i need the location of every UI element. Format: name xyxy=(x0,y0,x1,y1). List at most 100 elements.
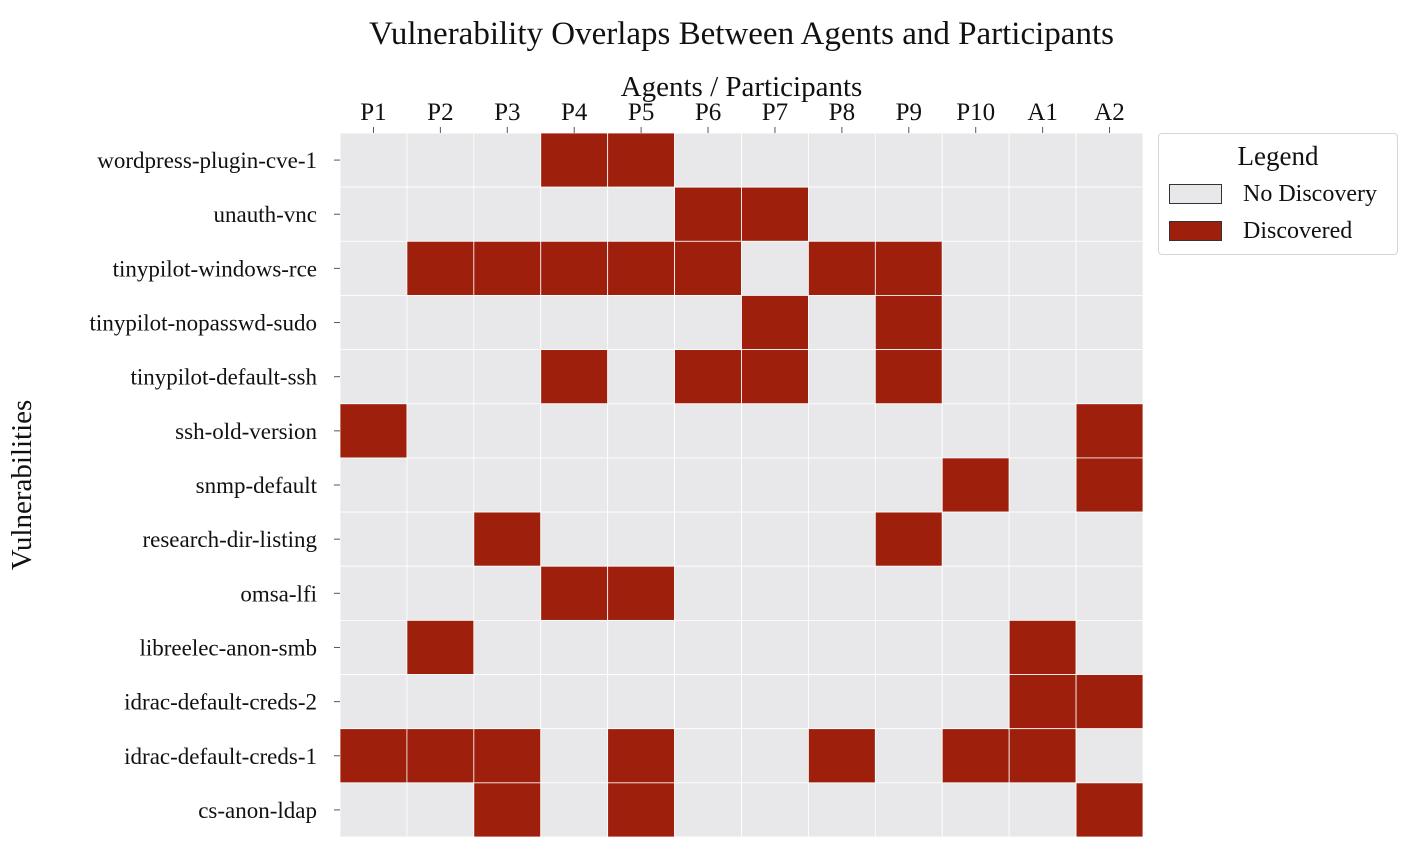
heatmap-cell-tinypilot-default-ssh-P3 xyxy=(473,349,542,405)
heatmap-cell-tinypilot-default-ssh-A1 xyxy=(1008,349,1077,405)
heatmap-cell-cs-anon-ldap-P7 xyxy=(741,782,809,838)
heatmap-cell-tinypilot-windows-rce-P8 xyxy=(808,240,876,296)
heatmap-cell-research-dir-listing-A2 xyxy=(1075,511,1144,567)
heatmap-cell-unauth-vnc-P10 xyxy=(941,186,1010,242)
heatmap-cell-libreelec-anon-smb-P7 xyxy=(741,619,809,675)
heatmap-cell-wordpress-plugin-cve-1-P10 xyxy=(941,132,1010,188)
heatmap-cell-libreelec-anon-smb-A1 xyxy=(1008,619,1077,675)
heatmap-cell-tinypilot-default-ssh-P10 xyxy=(941,349,1010,405)
heatmap-cell-research-dir-listing-P1 xyxy=(339,511,408,567)
heatmap-cell-tinypilot-nopasswd-sudo-P6 xyxy=(674,295,742,351)
heatmap-cell-unauth-vnc-P3 xyxy=(473,186,542,242)
heatmap-cell-wordpress-plugin-cve-1-P2 xyxy=(406,132,475,188)
heatmap-cell-tinypilot-windows-rce-P9 xyxy=(874,240,943,296)
y-tick-label-snmp-default: snmp-default xyxy=(196,473,318,498)
heatmap-cell-tinypilot-windows-rce-P3 xyxy=(473,240,542,296)
y-tick-label-wordpress-plugin-cve-1: wordpress-plugin-cve-1 xyxy=(97,148,317,173)
heatmap-cell-omsa-lfi-P9 xyxy=(874,565,943,621)
y-tick-label-tinypilot-nopasswd-sudo: tinypilot-nopasswd-sudo xyxy=(90,311,317,336)
heatmap-cell-ssh-old-version-A1 xyxy=(1008,403,1077,459)
heatmap-cell-libreelec-anon-smb-P10 xyxy=(941,619,1010,675)
heatmap-cell-tinypilot-default-ssh-P8 xyxy=(808,349,876,405)
heatmap-cell-cs-anon-ldap-P9 xyxy=(874,782,943,838)
heatmap-cell-research-dir-listing-P7 xyxy=(741,511,809,567)
legend-label-no-discovery: No Discovery xyxy=(1243,181,1377,207)
heatmap-cell-idrac-default-creds-2-P5 xyxy=(607,674,675,730)
heatmap-cell-idrac-default-creds-1-P5 xyxy=(607,728,675,784)
x-tick-label-A1: A1 xyxy=(1027,99,1058,126)
heatmap-cell-unauth-vnc-A1 xyxy=(1008,186,1077,242)
heatmap-cell-omsa-lfi-P1 xyxy=(339,565,408,621)
heatmap-cell-tinypilot-default-ssh-P6 xyxy=(674,349,742,405)
heatmap-cell-snmp-default-A1 xyxy=(1008,457,1077,513)
x-tick-label-P5: P5 xyxy=(628,99,654,126)
legend-swatch-no-discovery xyxy=(1169,184,1222,204)
heatmap-cell-ssh-old-version-P7 xyxy=(741,403,809,459)
legend: Legend No Discovery Discovered xyxy=(1158,133,1398,255)
heatmap-cell-tinypilot-default-ssh-P1 xyxy=(339,349,408,405)
heatmap-cell-omsa-lfi-P8 xyxy=(808,565,876,621)
heatmap-cell-ssh-old-version-A2 xyxy=(1075,403,1144,459)
heatmap-cell-tinypilot-nopasswd-sudo-P3 xyxy=(473,295,542,351)
x-tick-label-P10: P10 xyxy=(956,99,995,126)
heatmap-cell-tinypilot-nopasswd-sudo-P5 xyxy=(607,295,675,351)
heatmap-cell-idrac-default-creds-1-P4 xyxy=(540,728,609,784)
heatmap-cell-tinypilot-nopasswd-sudo-A2 xyxy=(1075,295,1144,351)
heatmap-cell-research-dir-listing-P2 xyxy=(406,511,475,567)
heatmap-cell-wordpress-plugin-cve-1-P7 xyxy=(741,132,809,188)
heatmap-cell-tinypilot-default-ssh-P7 xyxy=(741,349,809,405)
heatmap-cell-tinypilot-windows-rce-P6 xyxy=(674,240,742,296)
heatmap-cell-wordpress-plugin-cve-1-P3 xyxy=(473,132,542,188)
heatmap-cell-ssh-old-version-P2 xyxy=(406,403,475,459)
heatmap-cell-libreelec-anon-smb-P5 xyxy=(607,619,675,675)
heatmap-cell-research-dir-listing-P9 xyxy=(874,511,943,567)
heatmap-cell-unauth-vnc-P8 xyxy=(808,186,876,242)
heatmap-cell-unauth-vnc-P7 xyxy=(741,186,809,242)
heatmap-cell-tinypilot-windows-rce-P5 xyxy=(607,240,675,296)
legend-item-no-discovery: No Discovery xyxy=(1169,181,1377,207)
heatmap-cell-tinypilot-default-ssh-P9 xyxy=(874,349,943,405)
heatmap-cell-omsa-lfi-P5 xyxy=(607,565,675,621)
heatmap-cell-wordpress-plugin-cve-1-P1 xyxy=(339,132,408,188)
heatmap-cell-tinypilot-nopasswd-sudo-P1 xyxy=(339,295,408,351)
x-tick-label-P3: P3 xyxy=(494,99,520,126)
heatmap-cell-snmp-default-P6 xyxy=(674,457,742,513)
heatmap-cell-unauth-vnc-P1 xyxy=(339,186,408,242)
heatmap-cell-tinypilot-windows-rce-A2 xyxy=(1075,240,1144,296)
heatmap-cell-idrac-default-creds-1-P1 xyxy=(339,728,408,784)
heatmap-cell-research-dir-listing-P6 xyxy=(674,511,742,567)
x-tick-label-A2: A2 xyxy=(1094,99,1125,126)
heatmap-cell-cs-anon-ldap-P5 xyxy=(607,782,675,838)
heatmap-cell-wordpress-plugin-cve-1-P4 xyxy=(540,132,609,188)
heatmap-cell-tinypilot-nopasswd-sudo-P2 xyxy=(406,295,475,351)
heatmap-cell-unauth-vnc-P2 xyxy=(406,186,475,242)
y-tick-label-tinypilot-default-ssh: tinypilot-default-ssh xyxy=(130,365,317,390)
x-tick-label-P1: P1 xyxy=(360,99,386,126)
heatmap-cell-idrac-default-creds-2-P4 xyxy=(540,674,609,730)
heatmap-cell-idrac-default-creds-1-P6 xyxy=(674,728,742,784)
heatmap-cell-libreelec-anon-smb-A2 xyxy=(1075,619,1144,675)
heatmap-cell-tinypilot-windows-rce-P2 xyxy=(406,240,475,296)
heatmap-cell-cs-anon-ldap-P10 xyxy=(941,782,1010,838)
y-tick-label-idrac-default-creds-1: idrac-default-creds-1 xyxy=(124,744,317,769)
heatmap-cell-omsa-lfi-P10 xyxy=(941,565,1010,621)
legend-title: Legend xyxy=(1237,141,1319,171)
heatmap-cell-ssh-old-version-P9 xyxy=(874,403,943,459)
heatmap-cell-unauth-vnc-P9 xyxy=(874,186,943,242)
heatmap-cell-libreelec-anon-smb-P1 xyxy=(339,619,408,675)
heatmap-cell-idrac-default-creds-1-P8 xyxy=(808,728,876,784)
x-tick-label-P6: P6 xyxy=(695,99,721,126)
heatmap-cell-wordpress-plugin-cve-1-P9 xyxy=(874,132,943,188)
heatmap-cell-tinypilot-nopasswd-sudo-P7 xyxy=(741,295,809,351)
heatmap-cell-tinypilot-windows-rce-A1 xyxy=(1008,240,1077,296)
heatmap-cell-snmp-default-P8 xyxy=(808,457,876,513)
heatmap-cell-ssh-old-version-P10 xyxy=(941,403,1010,459)
x-tick-label-P8: P8 xyxy=(829,99,855,126)
heatmap-cell-tinypilot-nopasswd-sudo-P9 xyxy=(874,295,943,351)
heatmap-cell-cs-anon-ldap-P4 xyxy=(540,782,609,838)
heatmap-cell-idrac-default-creds-2-P2 xyxy=(406,674,475,730)
heatmap-cell-tinypilot-default-ssh-P5 xyxy=(607,349,675,405)
heatmap-cell-wordpress-plugin-cve-1-P5 xyxy=(607,132,675,188)
heatmap-cell-tinypilot-nopasswd-sudo-P8 xyxy=(808,295,876,351)
